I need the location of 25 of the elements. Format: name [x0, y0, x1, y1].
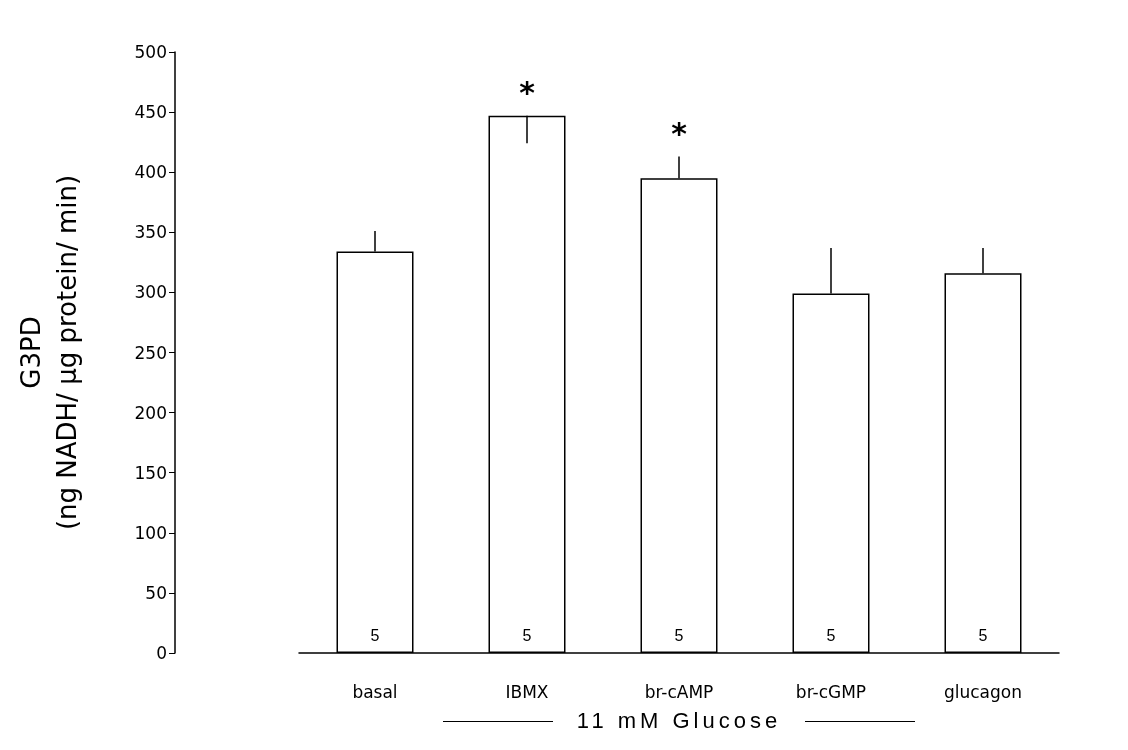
x-tick-label: glucagon [943, 681, 1023, 702]
y-tick-label: 400 [134, 162, 167, 183]
annotation: 5 [674, 626, 684, 644]
annotation: * [671, 116, 688, 152]
y-axis-title: G3PD (ng NADH/ μg protein/ min) [16, 174, 82, 531]
y-tick-label: 300 [134, 282, 167, 303]
x-tick-label: IBMX [505, 681, 549, 702]
y-tick-label: 50 [145, 582, 167, 603]
y-tick-label: 150 [134, 462, 167, 483]
annotation: 5 [826, 626, 836, 644]
y-tick-label: 200 [134, 402, 167, 423]
x-tick-label: basal [352, 681, 398, 702]
y-tick-label: 450 [134, 102, 167, 123]
annotation: * [519, 75, 536, 111]
annotation: 5 [978, 626, 988, 644]
y-tick-label: 100 [134, 522, 167, 543]
x-tick-label: br-cGMP [795, 681, 867, 702]
y-tick-label: 500 [134, 42, 167, 62]
x-tick-label: br-cAMP [644, 681, 714, 702]
y-tick-label: 250 [134, 342, 167, 363]
x-axis-title: 11 mM Glucose [576, 708, 782, 734]
y-tick-label: 350 [134, 222, 167, 243]
y-tick-label: 0 [156, 643, 167, 663]
annotation: 5 [522, 626, 532, 644]
annotation: 5 [370, 626, 380, 644]
